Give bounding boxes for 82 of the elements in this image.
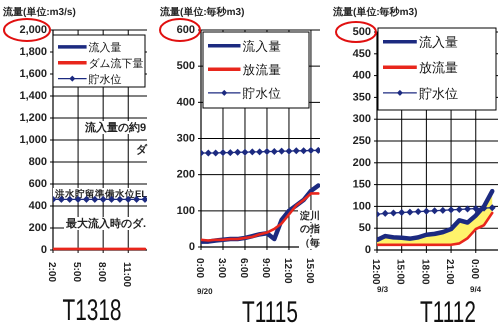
legend-label: 放流量 bbox=[418, 60, 458, 76]
y-tick-label: 100 bbox=[176, 204, 195, 217]
x-tick-label: 9:00 bbox=[260, 258, 271, 278]
x-tick-label: 6:00 bbox=[238, 258, 249, 278]
y-axis-title: 流量(単位:m3/s) bbox=[2, 6, 76, 18]
legend-label: 貯水位 bbox=[88, 72, 122, 86]
y-tick-label: 150 bbox=[352, 178, 371, 191]
legend-label: 流入量 bbox=[88, 41, 122, 54]
x-tick-label: 15:00 bbox=[394, 259, 406, 286]
y-tick-label: 400 bbox=[352, 70, 371, 82]
y-tick-label: 350 bbox=[352, 91, 371, 104]
point bbox=[414, 208, 422, 216]
annotation: （毎 bbox=[300, 237, 320, 249]
y-tick-label: 500 bbox=[352, 26, 371, 38]
point bbox=[382, 210, 389, 217]
legend-label: 流入量 bbox=[418, 34, 458, 50]
x-tick-label: 18:00 bbox=[419, 259, 430, 286]
y-tick-label: 100 bbox=[352, 200, 371, 212]
y-tick-label: 400 bbox=[176, 96, 195, 108]
y-tick-label: 400 bbox=[28, 200, 47, 212]
point bbox=[488, 204, 496, 212]
point bbox=[448, 206, 455, 214]
annotation: 流入量の約9 bbox=[84, 121, 146, 134]
point bbox=[398, 209, 406, 216]
y-tick-label: 1,600 bbox=[19, 68, 47, 80]
y-tick-label: 1,800 bbox=[19, 46, 47, 58]
y-tick-label: 0 bbox=[188, 241, 195, 253]
x-tick-label: 3:00 bbox=[216, 258, 227, 278]
point bbox=[472, 205, 480, 212]
y-axis-title: 流量(単位:毎秒m3) bbox=[159, 6, 244, 18]
y-tick-label: 2,000 bbox=[19, 24, 47, 36]
x-tick-label: 5:00 bbox=[71, 262, 82, 282]
point bbox=[431, 207, 438, 214]
text: 9/4 bbox=[470, 285, 482, 294]
point bbox=[439, 206, 446, 214]
x-tick-label: 0:00 bbox=[194, 258, 205, 278]
y-tick-label: 600 bbox=[28, 178, 47, 190]
y-tick-label: 0 bbox=[364, 244, 371, 256]
x-tick-label: 11:00 bbox=[121, 262, 132, 288]
text: T1112 bbox=[420, 296, 476, 329]
y-tick-label: 450 bbox=[352, 48, 371, 60]
point bbox=[422, 208, 430, 215]
annotation: 最大流入時のダ. bbox=[65, 217, 146, 230]
text: T1318 bbox=[62, 294, 122, 327]
point bbox=[390, 209, 397, 216]
legend-label: ダム流下量 bbox=[88, 56, 144, 70]
point bbox=[406, 208, 414, 216]
annotation: 淀川 bbox=[299, 210, 320, 222]
x-tick-label: 12:00 bbox=[282, 258, 293, 284]
y-tick-label: 1,000 bbox=[19, 134, 47, 146]
y-tick-label: 500 bbox=[176, 60, 195, 72]
annotation: ダ bbox=[136, 143, 148, 156]
y-tick-label: 300 bbox=[352, 113, 371, 126]
x-tick-label: 15:00 bbox=[304, 258, 315, 284]
point bbox=[456, 206, 463, 213]
y-tick-label: 1,400 bbox=[19, 90, 47, 102]
y-tick-label: 0 bbox=[40, 244, 47, 256]
y-tick-label: 50 bbox=[358, 222, 371, 234]
x-tick-label: 8:00 bbox=[96, 262, 108, 282]
text: T1115 bbox=[242, 296, 298, 329]
point bbox=[464, 206, 472, 213]
y-tick-label: 200 bbox=[28, 222, 47, 234]
y-tick-label: 300 bbox=[176, 132, 195, 144]
legend-label: 流入量 bbox=[242, 38, 282, 54]
line-series bbox=[377, 212, 494, 246]
legend-label: 貯水位 bbox=[418, 86, 458, 101]
annotation: の指 bbox=[300, 223, 320, 235]
y-tick-label: 600 bbox=[176, 24, 195, 36]
text: 9/20 bbox=[197, 287, 214, 296]
text: 9/3 bbox=[377, 285, 389, 294]
y-tick-label: 200 bbox=[352, 156, 371, 169]
x-tick-label: 2:00 bbox=[46, 262, 57, 282]
y-tick-label: 1,200 bbox=[19, 112, 47, 124]
legend-label: 貯水位 bbox=[242, 86, 282, 101]
y-tick-label: 200 bbox=[176, 168, 195, 181]
y-tick-label: 800 bbox=[28, 156, 47, 168]
legend-label: 放流量 bbox=[242, 62, 282, 78]
x-tick-label: 0:00 bbox=[468, 259, 480, 280]
x-tick-label: 12:00 bbox=[370, 259, 381, 286]
y-tick-label: 250 bbox=[352, 135, 371, 147]
y-axis-title: 流量(単位:毎秒m3) bbox=[332, 6, 418, 18]
x-tick-label: 21:00 bbox=[444, 259, 456, 286]
